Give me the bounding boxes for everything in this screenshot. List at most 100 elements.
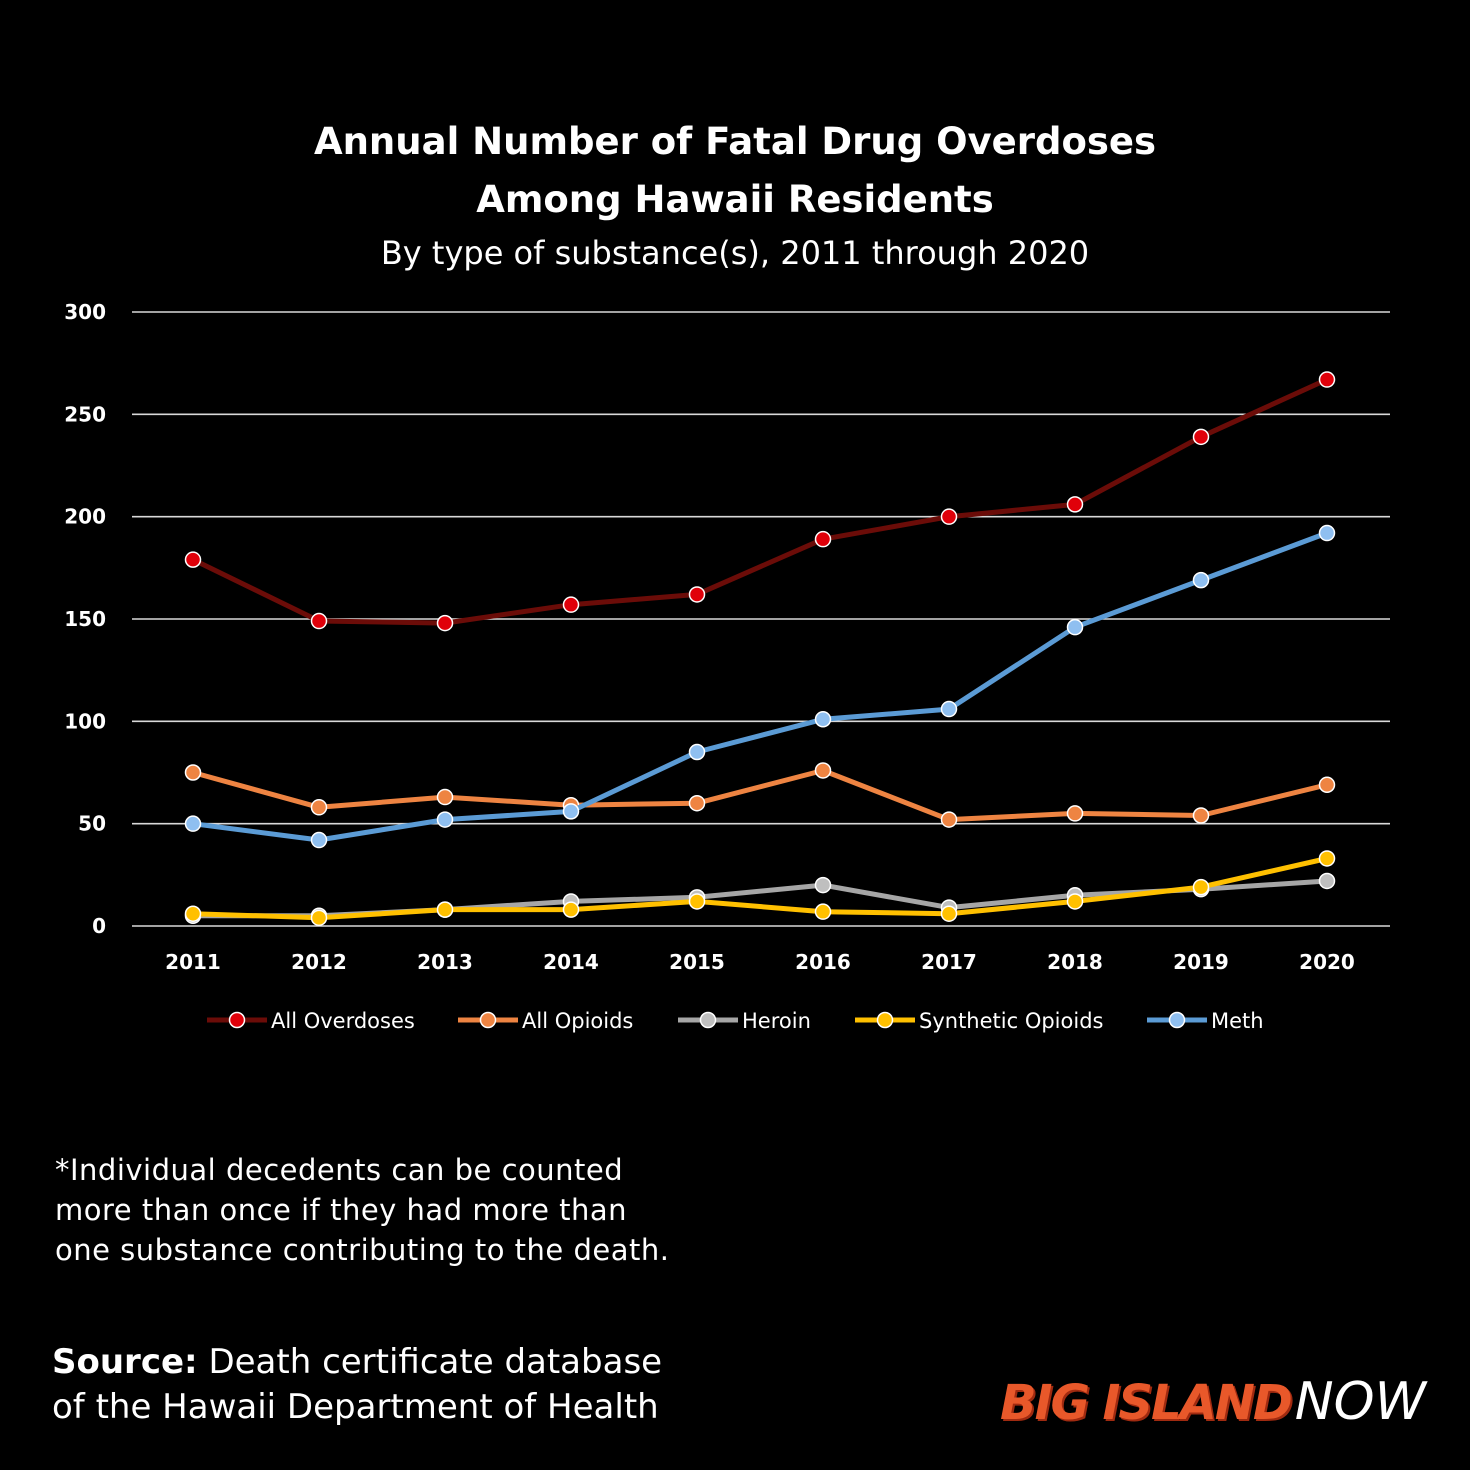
source-line-2: of the Hawaii Department of Health (52, 1387, 659, 1427)
data-point-synthetic-opioids-2015 (688, 893, 706, 910)
legend-swatch-marker-heroin (699, 1011, 717, 1029)
chart-title-line-1: Annual Number of Fatal Drug Overdoses (314, 120, 1156, 163)
legend-swatch-marker-all-opioids (479, 1011, 497, 1029)
legend-swatch-marker-meth (1168, 1011, 1186, 1029)
data-point-all-overdoses-2017 (940, 508, 958, 525)
footnote: *Individual decedents can be counted mor… (55, 1150, 755, 1270)
data-point-heroin-2016 (814, 876, 832, 894)
data-point-all-overdoses-2019 (1192, 428, 1210, 446)
data-point-heroin-2020 (1318, 872, 1336, 890)
data-point-meth-2014 (562, 803, 580, 820)
data-point-all-overdoses-2020 (1318, 371, 1336, 388)
x-tick-label-2015: 2015 (669, 950, 725, 974)
legend-swatch-marker-all-overdoses (228, 1011, 246, 1029)
legend-label-meth: Meth (1211, 1009, 1264, 1033)
data-point-synthetic-opioids-2016 (814, 903, 832, 920)
footnote-line-2: more than once if they had more than (55, 1193, 628, 1227)
data-point-synthetic-opioids-2020 (1318, 850, 1336, 867)
legend-item-meth: Meth (1147, 1009, 1264, 1033)
footnote-line-3: one substance contributing to the death. (55, 1233, 670, 1267)
series-line-all-overdoses (190, 377, 1330, 626)
data-point-synthetic-opioids-2018 (1066, 893, 1084, 910)
footnote-line-1: *Individual decedents can be counted (55, 1153, 624, 1187)
series-meth (184, 524, 1336, 849)
logo-text-now: NOW (1294, 1372, 1426, 1432)
data-point-all-overdoses-2016 (814, 530, 832, 548)
y-tick-label-150: 150 (64, 607, 106, 631)
x-tick-label-2011: 2011 (165, 950, 221, 974)
data-point-all-overdoses-2015 (688, 586, 706, 603)
data-point-meth-2012 (310, 831, 328, 849)
data-point-meth-2020 (1318, 524, 1336, 542)
data-point-synthetic-opioids-2014 (562, 901, 580, 918)
data-point-meth-2017 (940, 700, 958, 718)
data-point-all-opioids-2013 (436, 788, 454, 806)
data-point-all-opioids-2017 (940, 811, 958, 828)
data-point-all-overdoses-2013 (436, 614, 454, 632)
x-tick-label-2013: 2013 (417, 950, 473, 974)
data-point-all-opioids-2019 (1192, 807, 1210, 824)
data-point-synthetic-opioids-2013 (436, 901, 454, 918)
y-tick-label-300: 300 (64, 300, 106, 324)
y-tick-label-200: 200 (64, 505, 106, 529)
series-lines (184, 371, 1336, 927)
data-point-meth-2019 (1192, 571, 1210, 589)
data-point-synthetic-opioids-2011 (184, 905, 202, 922)
data-point-all-opioids-2020 (1318, 776, 1336, 794)
source-line-1: Death certificate database (197, 1342, 663, 1382)
series-line-all-opioids (190, 768, 1330, 823)
y-tick-label-0: 0 (92, 914, 106, 938)
chart-title-line-2: Among Hawaii Residents (476, 178, 994, 221)
legend-label-synthetic-opioids: Synthetic Opioids (919, 1009, 1103, 1033)
legend-item-all-opioids: All Opioids (458, 1009, 633, 1033)
data-point-all-opioids-2012 (310, 799, 328, 816)
x-tick-label-2016: 2016 (795, 950, 851, 974)
data-point-synthetic-opioids-2019 (1192, 878, 1210, 896)
legend: All Overdoses All Opioids Heroin Synthetic … (207, 1009, 1264, 1033)
legend-label-heroin: Heroin (742, 1009, 811, 1033)
series-all-overdoses (184, 371, 1336, 632)
y-tick-label-100: 100 (64, 709, 106, 733)
data-point-all-opioids-2015 (688, 794, 706, 812)
y-tick-label-250: 250 (64, 402, 106, 426)
x-tick-label-2012: 2012 (291, 950, 347, 974)
data-point-synthetic-opioids-2017 (940, 905, 958, 922)
x-tick-label-2019: 2019 (1173, 950, 1229, 974)
x-tick-label-2017: 2017 (921, 950, 977, 974)
y-axis-ticks: 0 50 100 150 200 250 300 (64, 300, 106, 938)
source-note: Source: Death certificate database of th… (52, 1340, 772, 1430)
data-point-all-overdoses-2011 (184, 551, 202, 568)
data-point-meth-2015 (688, 743, 706, 761)
y-tick-label-50: 50 (78, 812, 106, 836)
data-point-meth-2011 (184, 815, 202, 832)
data-point-meth-2016 (814, 711, 832, 728)
series-line-heroin (190, 878, 1330, 919)
legend-item-all-overdoses: All Overdoses (207, 1009, 415, 1033)
data-point-all-opioids-2018 (1066, 805, 1084, 822)
legend-label-all-opioids: All Opioids (522, 1009, 633, 1033)
x-tick-label-2014: 2014 (543, 950, 599, 974)
legend-swatch-marker-synthetic-opioids (876, 1011, 894, 1029)
source-label: Source: (52, 1342, 198, 1382)
chart-subtitle: By type of substance(s), 2011 through 20… (381, 234, 1089, 272)
legend-item-heroin: Heroin (678, 1009, 811, 1033)
x-tick-label-2018: 2018 (1047, 950, 1103, 974)
gridlines (132, 311, 1390, 927)
data-point-meth-2018 (1066, 618, 1084, 636)
data-point-all-overdoses-2012 (310, 612, 328, 630)
data-point-all-overdoses-2014 (562, 596, 580, 613)
data-point-all-overdoses-2018 (1066, 496, 1084, 513)
series-line-synthetic-opioids (190, 856, 1330, 921)
data-point-all-opioids-2011 (184, 764, 202, 781)
series-line-meth (190, 530, 1330, 843)
data-point-all-opioids-2016 (814, 762, 832, 779)
legend-item-synthetic-opioids: Synthetic Opioids (855, 1009, 1103, 1033)
big-island-now-logo: BIG ISLANDNOW (1000, 1372, 1426, 1432)
x-tick-label-2020: 2020 (1299, 950, 1355, 974)
data-point-meth-2013 (436, 811, 454, 828)
x-axis-ticks: 2011 2012 2013 2014 2015 2016 2017 2018 2019 2020 (165, 950, 1355, 974)
series-synthetic-opioids (184, 850, 1336, 927)
series-all-opioids (184, 762, 1336, 828)
data-point-synthetic-opioids-2012 (310, 909, 328, 927)
